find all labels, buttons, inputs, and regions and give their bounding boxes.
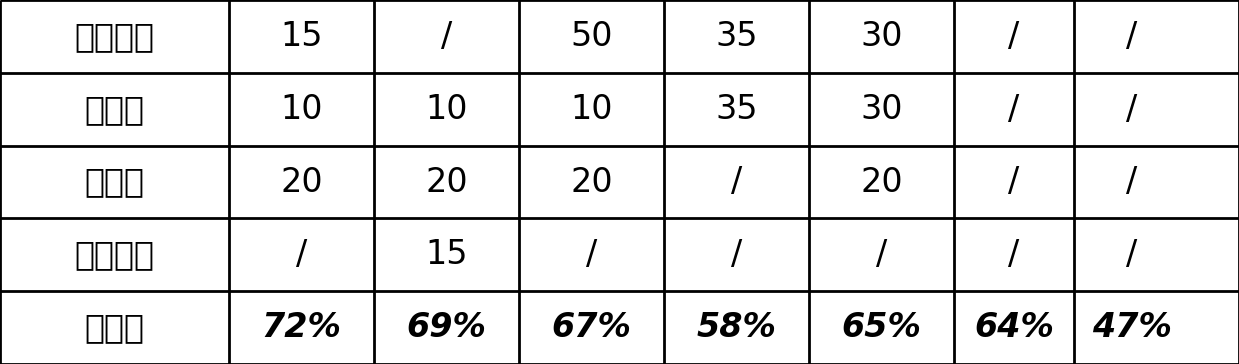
Text: 35: 35 — [715, 93, 758, 126]
Text: 69%: 69% — [406, 311, 487, 344]
Text: /: / — [1009, 166, 1020, 198]
Text: /: / — [1126, 93, 1137, 126]
Text: /: / — [441, 20, 452, 53]
Text: 30: 30 — [860, 93, 903, 126]
Text: 65%: 65% — [841, 311, 922, 344]
Text: 58%: 58% — [696, 311, 777, 344]
Text: /: / — [1126, 238, 1137, 271]
Text: 二氧化钁: 二氧化钁 — [74, 238, 155, 271]
Text: /: / — [1009, 20, 1020, 53]
Text: 剩余率: 剩余率 — [84, 311, 145, 344]
Text: 10: 10 — [425, 93, 468, 126]
Text: 琉玻璃: 琉玻璃 — [84, 166, 145, 198]
Text: /: / — [876, 238, 887, 271]
Text: 20: 20 — [570, 166, 613, 198]
Text: /: / — [1009, 93, 1020, 126]
Text: /: / — [1126, 166, 1137, 198]
Text: 72%: 72% — [261, 311, 342, 344]
Text: /: / — [731, 166, 742, 198]
Text: /: / — [1009, 238, 1020, 271]
Text: /: / — [731, 238, 742, 271]
Text: 碳化硅: 碳化硅 — [84, 93, 145, 126]
Text: 15: 15 — [425, 238, 468, 271]
Text: 20: 20 — [280, 166, 323, 198]
Text: 10: 10 — [280, 93, 323, 126]
Text: 二氧化硅: 二氧化硅 — [74, 20, 155, 53]
Text: 20: 20 — [425, 166, 468, 198]
Text: /: / — [296, 238, 307, 271]
Text: 30: 30 — [860, 20, 903, 53]
Text: 15: 15 — [280, 20, 323, 53]
Text: 20: 20 — [860, 166, 903, 198]
Text: 35: 35 — [715, 20, 758, 53]
Text: 10: 10 — [570, 93, 613, 126]
Text: /: / — [1126, 20, 1137, 53]
Text: 47%: 47% — [1092, 311, 1172, 344]
Text: 64%: 64% — [974, 311, 1054, 344]
Text: 67%: 67% — [551, 311, 632, 344]
Text: /: / — [586, 238, 597, 271]
Text: 50: 50 — [570, 20, 613, 53]
